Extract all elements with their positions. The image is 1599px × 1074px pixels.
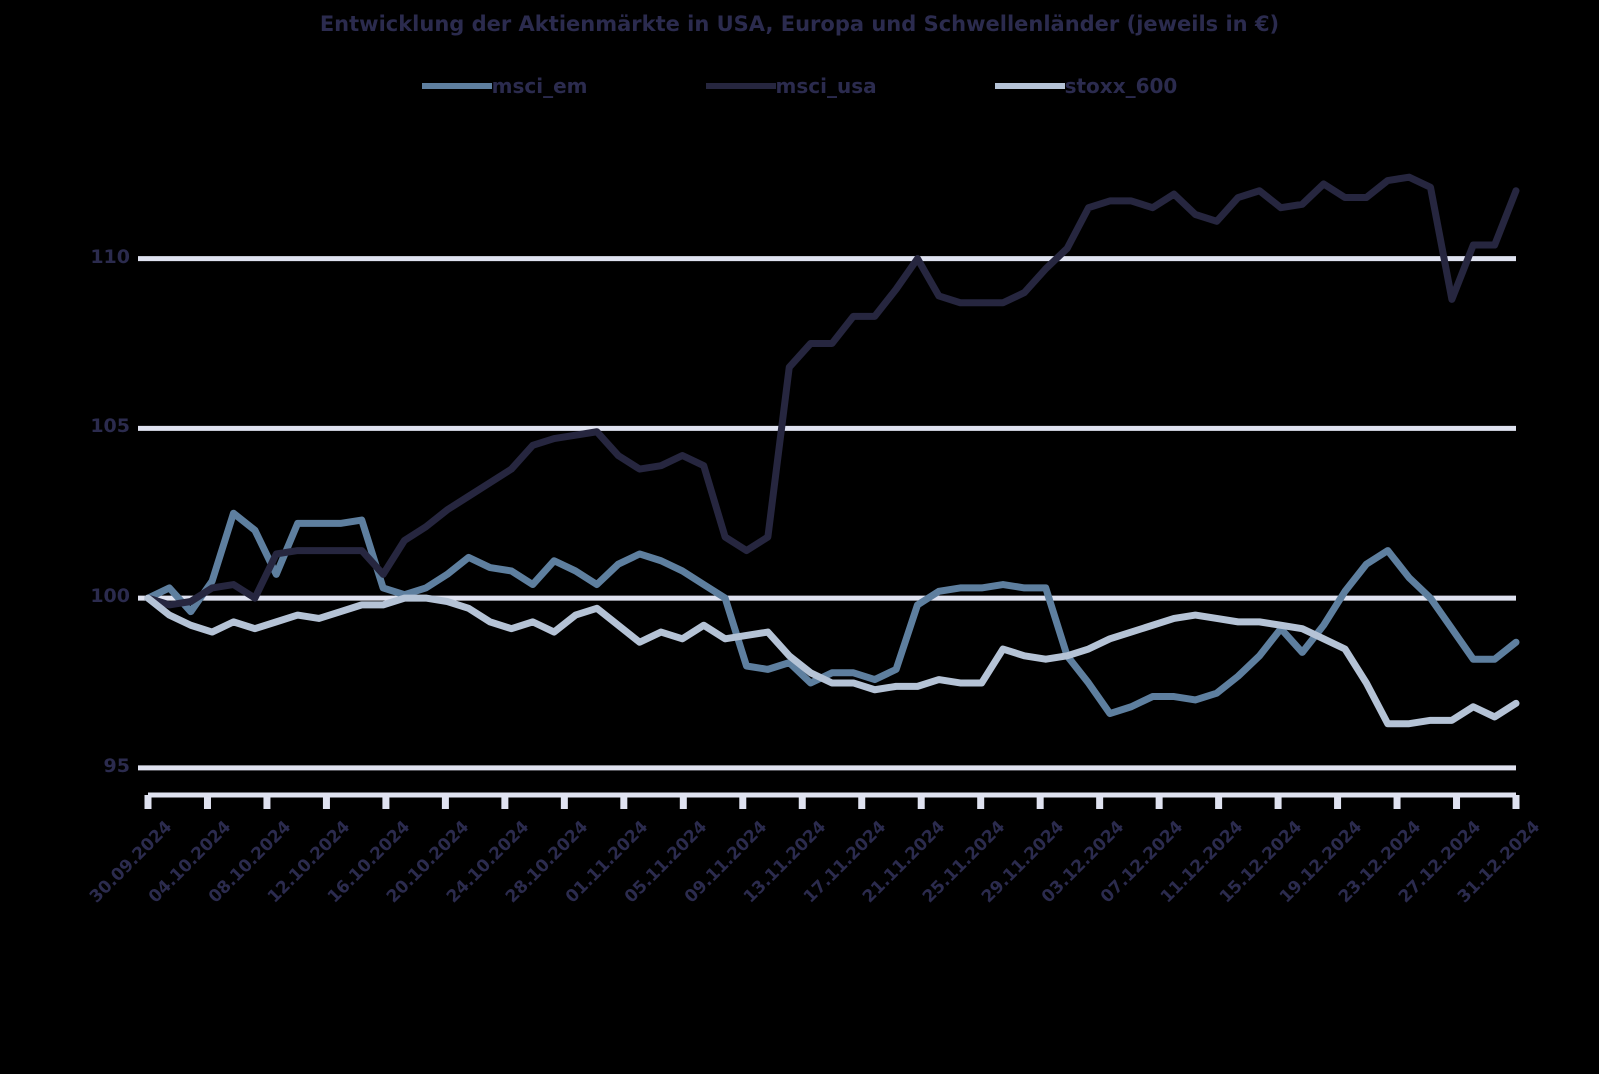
legend-label-stoxx-600: stoxx_600 — [1064, 74, 1178, 98]
legend-swatch-stoxx-600 — [994, 83, 1065, 89]
legend-item-msci-usa[interactable]: msci_usa — [705, 74, 877, 98]
legend-label-msci-em: msci_em — [491, 74, 588, 98]
legend-item-msci-em[interactable]: msci_em — [421, 74, 588, 98]
series-line-msci-usa — [144, 173, 1520, 609]
y-tick-label: 110 — [90, 245, 130, 268]
legend-item-stoxx-600[interactable]: stoxx_600 — [994, 74, 1178, 98]
y-tick-label: 105 — [90, 415, 130, 438]
legend-label-msci-usa: msci_usa — [775, 74, 877, 98]
chart-legend: msci_em msci_usa stoxx_600 — [0, 74, 1599, 98]
chart-title: Entwicklung der Aktienmärkte in USA, Eur… — [319, 12, 1280, 36]
legend-swatch-msci-usa — [705, 83, 776, 89]
y-tick-label: 95 — [103, 754, 130, 777]
series-line-stoxx-600 — [144, 594, 1520, 728]
y-tick-label: 100 — [90, 585, 130, 608]
legend-swatch-msci-em — [421, 83, 492, 89]
